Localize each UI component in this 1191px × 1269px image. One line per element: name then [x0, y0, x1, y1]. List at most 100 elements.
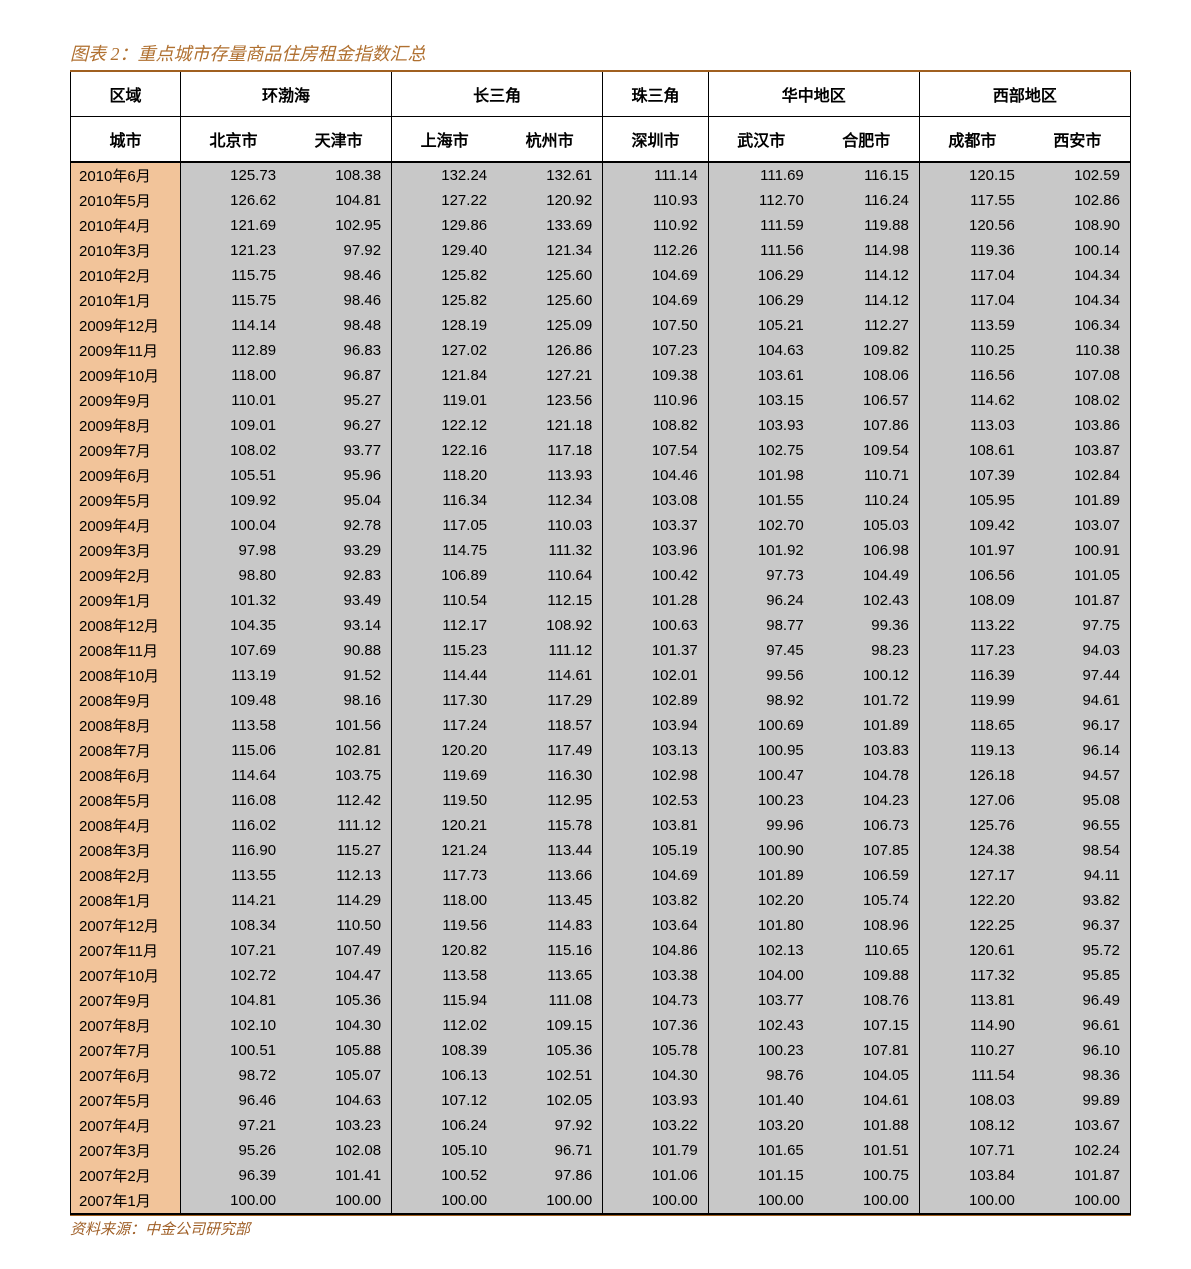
- header-region: 华中地区: [708, 72, 919, 117]
- value-cell: 109.42: [919, 513, 1025, 538]
- value-cell: 98.36: [1025, 1063, 1131, 1088]
- date-cell: 2008年1月: [71, 888, 181, 913]
- value-cell: 95.72: [1025, 938, 1131, 963]
- value-cell: 107.21: [181, 938, 287, 963]
- table-row: 2007年5月96.46104.63107.12102.05103.93101.…: [71, 1088, 1131, 1113]
- value-cell: 104.63: [708, 338, 814, 363]
- value-cell: 119.56: [392, 913, 498, 938]
- header-city: 杭州市: [497, 117, 603, 163]
- value-cell: 92.78: [286, 513, 392, 538]
- value-cell: 106.29: [708, 263, 814, 288]
- value-cell: 121.84: [392, 363, 498, 388]
- value-cell: 114.21: [181, 888, 287, 913]
- value-cell: 103.08: [603, 488, 709, 513]
- value-cell: 125.09: [497, 313, 603, 338]
- value-cell: 101.92: [708, 538, 814, 563]
- value-cell: 96.61: [1025, 1013, 1131, 1038]
- value-cell: 93.14: [286, 613, 392, 638]
- value-cell: 108.82: [603, 413, 709, 438]
- value-cell: 103.07: [1025, 513, 1131, 538]
- value-cell: 101.98: [708, 463, 814, 488]
- value-cell: 112.13: [286, 863, 392, 888]
- value-cell: 97.45: [708, 638, 814, 663]
- value-cell: 107.08: [1025, 363, 1131, 388]
- value-cell: 101.79: [603, 1138, 709, 1163]
- value-cell: 101.89: [814, 713, 920, 738]
- date-cell: 2007年3月: [71, 1138, 181, 1163]
- date-cell: 2009年8月: [71, 413, 181, 438]
- value-cell: 103.15: [708, 388, 814, 413]
- value-cell: 109.38: [603, 363, 709, 388]
- value-cell: 104.05: [814, 1063, 920, 1088]
- value-cell: 101.51: [814, 1138, 920, 1163]
- value-cell: 98.16: [286, 688, 392, 713]
- value-cell: 110.01: [181, 388, 287, 413]
- value-cell: 100.95: [708, 738, 814, 763]
- table-row: 2008年8月113.58101.56117.24118.57103.94100…: [71, 713, 1131, 738]
- date-cell: 2008年6月: [71, 763, 181, 788]
- table-row: 2009年3月97.9893.29114.75111.32103.96101.9…: [71, 538, 1131, 563]
- value-cell: 98.72: [181, 1063, 287, 1088]
- value-cell: 100.47: [708, 763, 814, 788]
- value-cell: 128.19: [392, 313, 498, 338]
- value-cell: 118.00: [392, 888, 498, 913]
- value-cell: 101.87: [1025, 588, 1131, 613]
- value-cell: 104.30: [286, 1013, 392, 1038]
- value-cell: 100.00: [919, 1188, 1025, 1214]
- value-cell: 93.82: [1025, 888, 1131, 913]
- value-cell: 103.81: [603, 813, 709, 838]
- value-cell: 97.73: [708, 563, 814, 588]
- value-cell: 100.69: [708, 713, 814, 738]
- value-cell: 121.34: [497, 238, 603, 263]
- value-cell: 106.13: [392, 1063, 498, 1088]
- value-cell: 121.18: [497, 413, 603, 438]
- value-cell: 105.95: [919, 488, 1025, 513]
- value-cell: 105.74: [814, 888, 920, 913]
- value-cell: 101.80: [708, 913, 814, 938]
- value-cell: 102.43: [708, 1013, 814, 1038]
- value-cell: 96.49: [1025, 988, 1131, 1013]
- value-cell: 100.00: [392, 1188, 498, 1214]
- date-cell: 2007年4月: [71, 1113, 181, 1138]
- value-cell: 111.54: [919, 1063, 1025, 1088]
- date-cell: 2007年12月: [71, 913, 181, 938]
- value-cell: 119.99: [919, 688, 1025, 713]
- value-cell: 104.00: [708, 963, 814, 988]
- value-cell: 118.00: [181, 363, 287, 388]
- value-cell: 115.75: [181, 263, 287, 288]
- value-cell: 100.23: [708, 1038, 814, 1063]
- value-cell: 96.55: [1025, 813, 1131, 838]
- value-cell: 100.12: [814, 663, 920, 688]
- date-cell: 2010年5月: [71, 188, 181, 213]
- value-cell: 122.20: [919, 888, 1025, 913]
- value-cell: 98.54: [1025, 838, 1131, 863]
- value-cell: 102.75: [708, 438, 814, 463]
- value-cell: 122.16: [392, 438, 498, 463]
- value-cell: 103.96: [603, 538, 709, 563]
- date-cell: 2009年2月: [71, 563, 181, 588]
- value-cell: 96.17: [1025, 713, 1131, 738]
- value-cell: 105.07: [286, 1063, 392, 1088]
- value-cell: 113.19: [181, 663, 287, 688]
- header-city: 天津市: [286, 117, 392, 163]
- value-cell: 114.44: [392, 663, 498, 688]
- table-row: 2008年1月114.21114.29118.00113.45103.82102…: [71, 888, 1131, 913]
- value-cell: 112.89: [181, 338, 287, 363]
- value-cell: 116.08: [181, 788, 287, 813]
- value-cell: 107.69: [181, 638, 287, 663]
- value-cell: 115.78: [497, 813, 603, 838]
- value-cell: 103.77: [708, 988, 814, 1013]
- value-cell: 110.65: [814, 938, 920, 963]
- table-row: 2010年3月121.2397.92129.40121.34112.26111.…: [71, 238, 1131, 263]
- value-cell: 113.03: [919, 413, 1025, 438]
- value-cell: 111.59: [708, 213, 814, 238]
- date-cell: 2010年4月: [71, 213, 181, 238]
- value-cell: 102.84: [1025, 463, 1131, 488]
- value-cell: 102.01: [603, 663, 709, 688]
- value-cell: 108.12: [919, 1113, 1025, 1138]
- value-cell: 111.08: [497, 988, 603, 1013]
- date-cell: 2010年2月: [71, 263, 181, 288]
- value-cell: 117.32: [919, 963, 1025, 988]
- value-cell: 120.82: [392, 938, 498, 963]
- value-cell: 114.12: [814, 288, 920, 313]
